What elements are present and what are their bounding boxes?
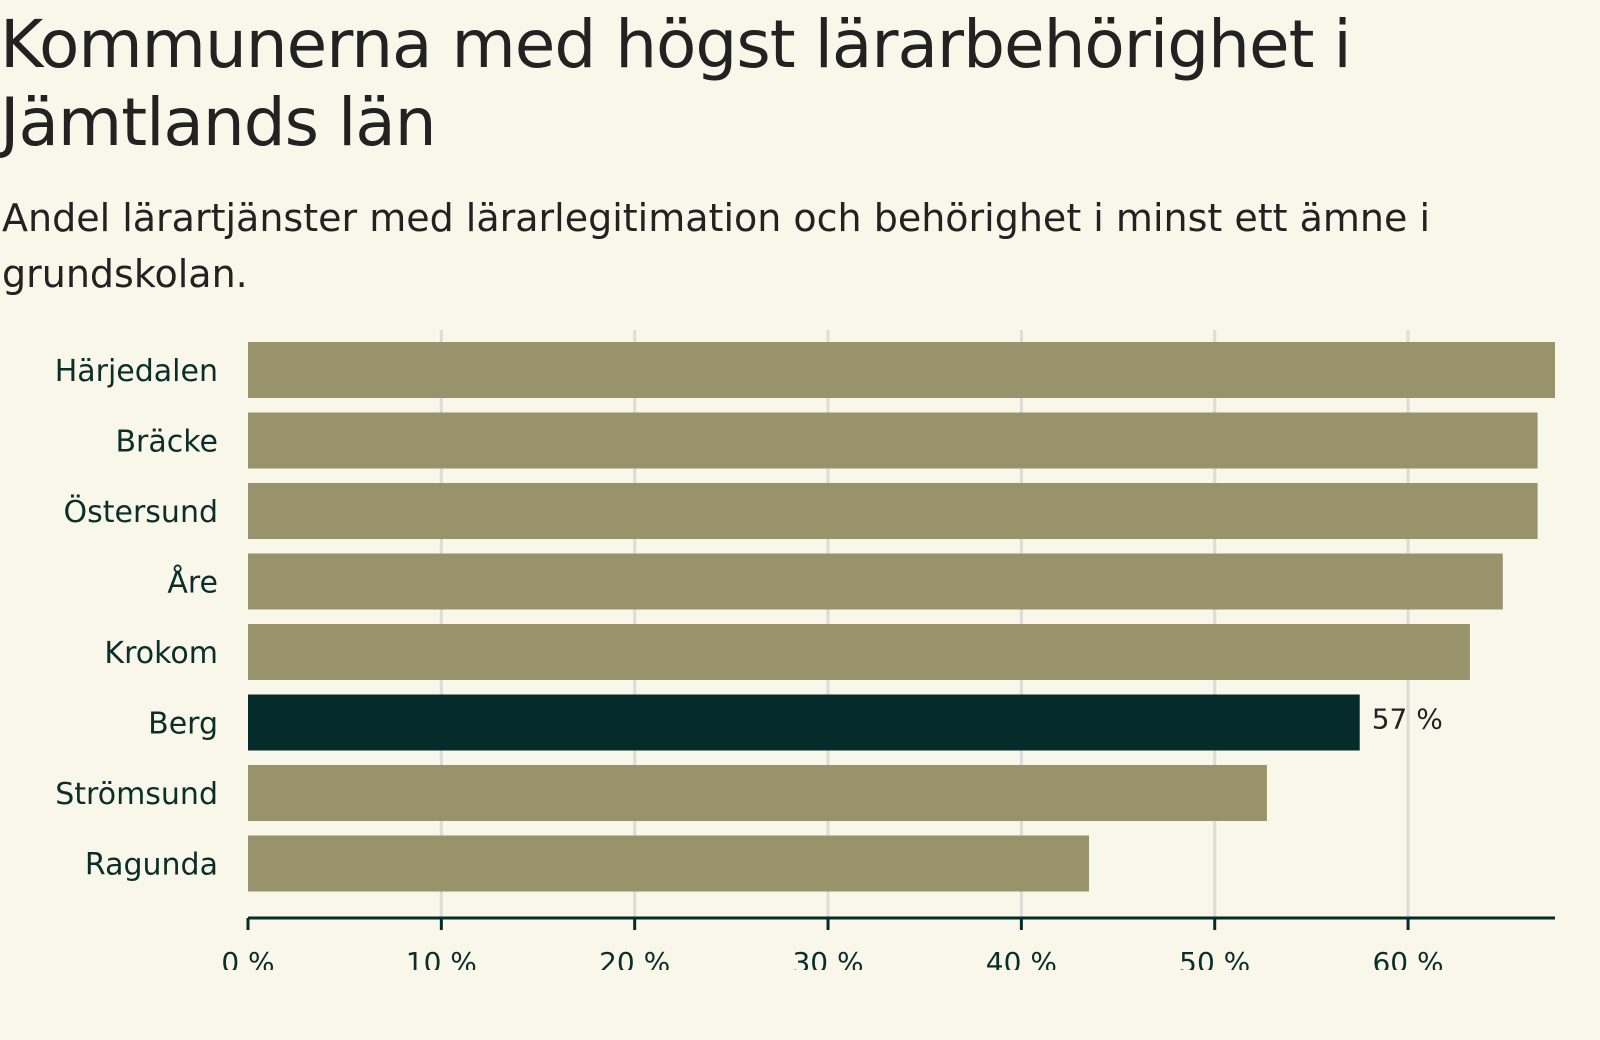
x-tick-label: 10 % [406, 946, 477, 970]
bar-Härjedalen [248, 342, 1555, 398]
bar-Strömsund [248, 765, 1267, 821]
bar-chart: 0 % 10 % 20 % 30 % 40 % 50 % 60 % Härjedalen Br… [55, 330, 1555, 970]
chart-title: Kommunerna med högst lärarbehörighet i J… [0, 6, 1352, 161]
data-label-Berg: 57 % [1372, 703, 1443, 736]
bar-Bräcke [248, 412, 1538, 469]
bar-Östersund [248, 483, 1538, 539]
x-tick-label: 0 % [221, 946, 274, 970]
x-axis: 0 % 10 % 20 % 30 % 40 % 50 % 60 % [221, 916, 1555, 970]
chart-subtitle: Andel lärartjänster med lärarlegitimatio… [2, 196, 1431, 296]
category-label: Ragunda [85, 848, 218, 883]
category-label: Åre [167, 565, 218, 601]
bar-Åre [248, 553, 1503, 610]
category-label: Bräcke [115, 425, 218, 460]
bar-Berg [248, 694, 1360, 751]
x-tick-label: 50 % [1179, 946, 1250, 970]
x-tick-label: 40 % [986, 946, 1057, 970]
category-label: Östersund [64, 494, 219, 530]
x-tick-label: 20 % [599, 946, 670, 970]
bar-Krokom [248, 624, 1470, 680]
bars [248, 342, 1555, 892]
category-label: Strömsund [55, 777, 218, 812]
category-label: Härjedalen [55, 354, 218, 389]
x-tick-label: 30 % [792, 946, 863, 970]
category-label: Berg [148, 707, 218, 742]
x-tick-label: 60 % [1372, 946, 1443, 970]
category-label: Krokom [104, 636, 218, 671]
labels: Härjedalen Bräcke Östersund Åre Krokom Berg St… [55, 354, 1443, 883]
bar-Ragunda [248, 835, 1090, 892]
